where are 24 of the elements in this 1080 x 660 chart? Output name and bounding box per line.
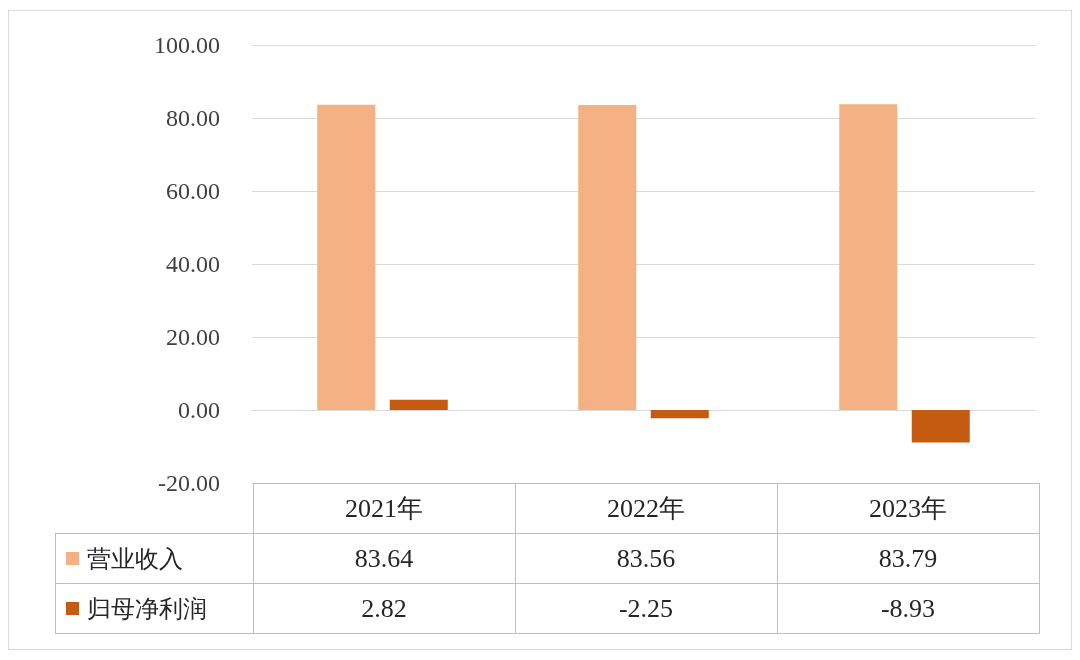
y-tick-label: -20.00 — [158, 470, 220, 496]
bar — [317, 104, 376, 410]
bar — [578, 105, 637, 410]
x-tick-label: 2022年 — [515, 483, 777, 534]
data-label: -8.93 — [777, 583, 1039, 634]
bar — [650, 410, 709, 419]
legend-label: 营业收入 — [87, 544, 183, 573]
data-label: 83.56 — [515, 533, 777, 584]
y-tick-label: 0.00 — [178, 397, 220, 423]
data-label: 83.64 — [253, 533, 515, 584]
x-tick-label: 2021年 — [253, 483, 515, 534]
y-tick-label: 60.00 — [166, 178, 220, 204]
data-label: 2.82 — [253, 583, 515, 634]
y-tick-label: 40.00 — [166, 251, 220, 277]
data-label: -2.25 — [515, 583, 777, 634]
bar — [389, 399, 448, 410]
y-tick-label: 100.00 — [154, 32, 220, 58]
data-label: 83.79 — [777, 533, 1039, 584]
bar — [839, 104, 898, 410]
y-tick-label: 20.00 — [166, 324, 220, 350]
y-tick-label: 80.00 — [166, 105, 220, 131]
legend-label: 归母净利润 — [87, 594, 207, 623]
x-tick-label: 2023年 — [777, 483, 1039, 534]
bar — [911, 410, 970, 443]
